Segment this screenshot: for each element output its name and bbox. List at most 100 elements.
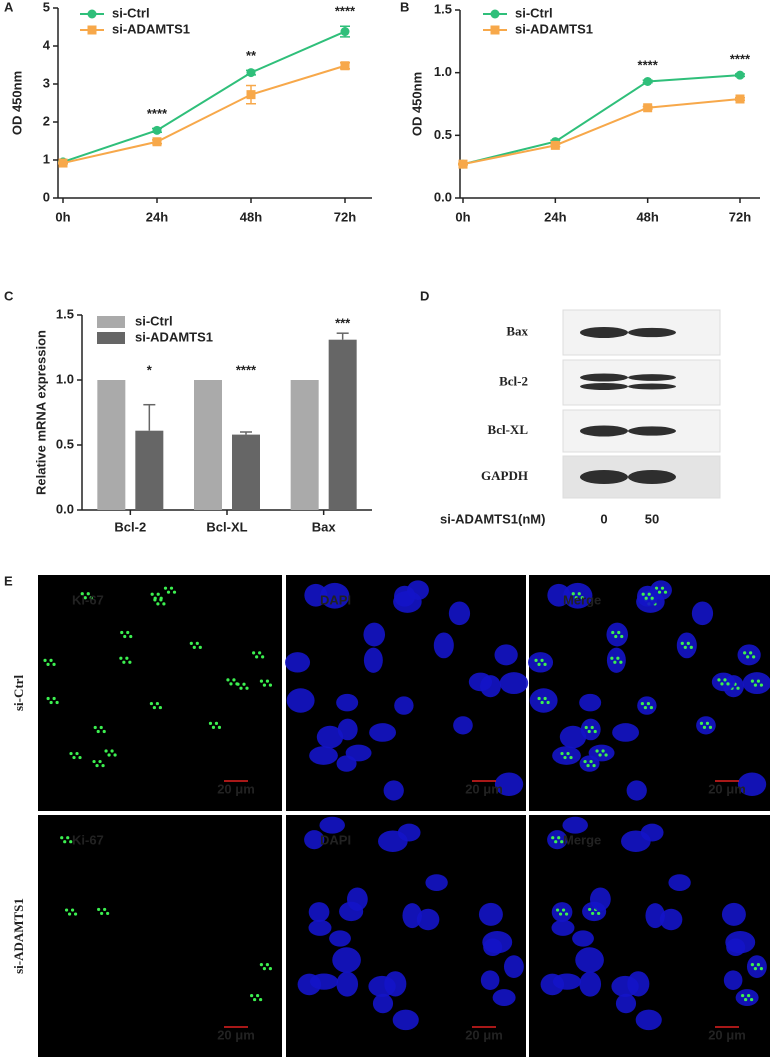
nucleus (551, 919, 575, 936)
legend-marker (490, 9, 500, 19)
panel-label: E (4, 573, 13, 588)
legend-label: si-Ctrl (515, 5, 553, 20)
ki67-spot (540, 658, 544, 662)
ki67-spot (169, 586, 174, 590)
nucleus (304, 830, 325, 850)
nucleus (645, 903, 665, 929)
ki67-spot (258, 651, 262, 655)
legend-marker (87, 25, 97, 35)
ki67-spot (259, 679, 264, 683)
y-axis-label: OD 450nm (9, 71, 24, 135)
bar (290, 380, 319, 510)
blot-label: Bcl-2 (499, 373, 528, 388)
ki67-spot (98, 759, 102, 764)
ki67-spot (101, 763, 105, 768)
x-tick-label: 48h (636, 209, 658, 224)
ki67-spot (643, 705, 647, 710)
ki67-spot (611, 630, 615, 635)
nucleus (483, 938, 503, 957)
nucleus (746, 955, 767, 979)
nucleus (492, 989, 516, 1006)
ki67-spot (103, 907, 107, 912)
ki67-spot (259, 997, 263, 1002)
nucleus (742, 672, 770, 695)
ki67-spot (49, 658, 53, 662)
y-tick-label: 4 (43, 37, 51, 52)
nucleus (615, 993, 637, 1014)
nucleus (559, 725, 587, 749)
ki67-spot (586, 763, 590, 768)
ki67-spot (261, 655, 265, 659)
nucleus (696, 716, 716, 735)
ki67-spot (125, 656, 129, 660)
nucleus (726, 938, 746, 957)
point (152, 125, 162, 135)
ki67-spot (680, 641, 684, 645)
nucleus (606, 622, 629, 647)
nucleus (529, 688, 558, 713)
ki67-spot (708, 725, 713, 729)
nucleus (711, 672, 736, 692)
nucleus (286, 688, 315, 713)
ki67-spot (159, 596, 163, 600)
nucleus (676, 632, 697, 659)
ki67-spot (100, 911, 104, 916)
ki67-spot (592, 763, 596, 768)
ki67-spot (743, 651, 747, 655)
point (735, 70, 745, 80)
ki67-spot (591, 911, 595, 916)
ki67-spot (741, 993, 745, 998)
nucleus (640, 823, 664, 842)
ki67-spot (723, 678, 727, 682)
ki67-spot (78, 755, 82, 760)
nucleus (368, 975, 396, 997)
nucleus (612, 723, 640, 742)
ki67-spot (107, 753, 111, 757)
ki67-spot (75, 751, 79, 756)
nucleus (372, 993, 394, 1014)
ki67-spot (702, 725, 707, 729)
ki67-spot (558, 912, 563, 916)
blot-label: Bcl-XL (488, 422, 529, 437)
nucleus (723, 970, 743, 991)
significance-label: * (147, 362, 153, 377)
micrograph (38, 815, 282, 1057)
blot-band (628, 426, 676, 436)
blot-label: Bax (506, 323, 528, 338)
ki67-spot (126, 630, 130, 635)
ki67-spot (211, 725, 216, 729)
scale-bar-label: 20 μm (465, 781, 503, 796)
ki67-spot (156, 592, 160, 596)
ki67-spot (617, 630, 621, 635)
y-tick-label: 5 (43, 0, 50, 14)
ki67-spot (689, 645, 693, 649)
ki67-spot (657, 590, 662, 594)
nucleus (494, 772, 524, 797)
panel-label: A (4, 0, 14, 14)
ki67-spot (66, 836, 70, 840)
ki67-spot (119, 656, 123, 660)
ki67-spot (649, 705, 653, 710)
ki67-spot (153, 596, 157, 600)
ki67-spot (67, 912, 72, 916)
ki67-spot (245, 686, 249, 690)
bar (194, 380, 222, 510)
ki67-spot (83, 596, 87, 600)
ki67-spot (229, 682, 233, 686)
ki67-spot (654, 586, 659, 590)
ki67-spot (597, 911, 601, 916)
y-tick-label: 2 (43, 113, 50, 128)
ki67-spot (720, 682, 724, 686)
series-line (62, 30, 346, 163)
series-line (462, 97, 741, 166)
nucleus (572, 930, 594, 947)
significance-label: **** (236, 362, 257, 377)
ki67-spot (571, 592, 575, 596)
nucleus (562, 816, 588, 834)
ki67-spot (250, 993, 254, 998)
y-tick-label: 1.0 (56, 371, 74, 386)
ki67-spot (749, 651, 753, 655)
nucleus (394, 696, 414, 715)
x-tick-label: 0h (55, 209, 70, 224)
ki67-spot (557, 836, 561, 840)
